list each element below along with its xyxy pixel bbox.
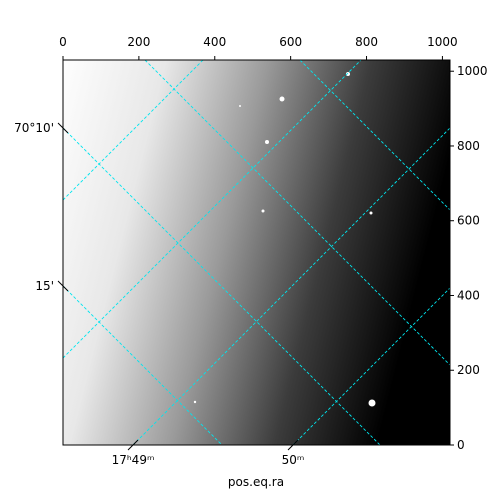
dec-label: 15' xyxy=(35,279,54,293)
ra-label: 50ᵐ xyxy=(282,453,305,467)
x-tick-label: 1000 xyxy=(427,35,458,49)
y-tick-label: 1000 xyxy=(457,64,488,78)
y-tick-label: 200 xyxy=(457,363,480,377)
sky-image xyxy=(63,60,450,445)
y-tick-label: 800 xyxy=(457,139,480,153)
x-tick-label: 0 xyxy=(59,35,67,49)
x-tick-label: 200 xyxy=(127,35,150,49)
dec-label: 70°10' xyxy=(14,121,54,135)
x-tick-label: 600 xyxy=(279,35,302,49)
frame xyxy=(62,59,451,446)
stars xyxy=(193,72,376,407)
x-tick-label: 400 xyxy=(203,35,226,49)
wcs-ticks xyxy=(57,122,299,451)
x-tick-label: 800 xyxy=(355,35,378,49)
wcs-grid xyxy=(63,60,450,445)
y-tick-label: 400 xyxy=(457,288,480,302)
x-axis-label: pos.eq.ra xyxy=(228,475,284,489)
y-tick-label: 600 xyxy=(457,214,480,228)
ra-label: 17ʰ49ᵐ xyxy=(112,453,155,467)
y-tick-label: 0 xyxy=(457,438,465,452)
